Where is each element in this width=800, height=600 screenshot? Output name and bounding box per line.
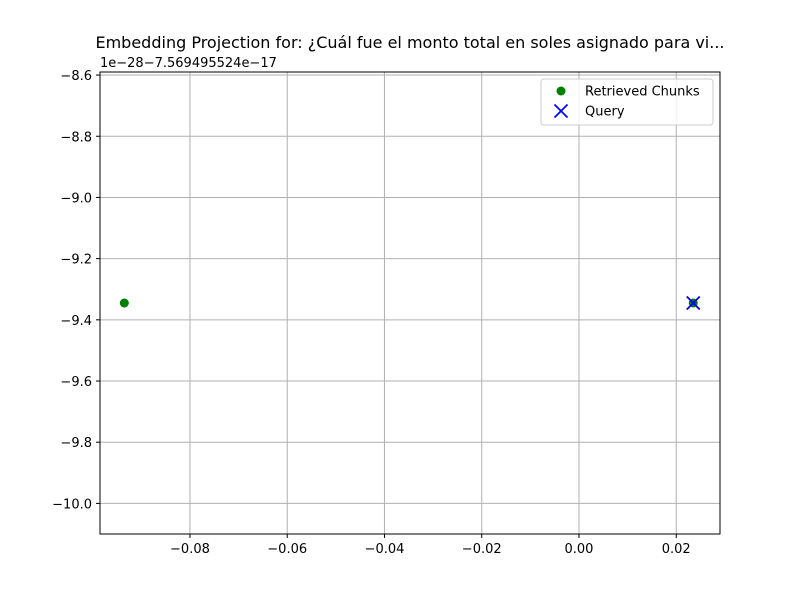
grid — [100, 72, 720, 534]
y-tick-label: −8.6 — [60, 69, 92, 84]
y-tick-label: −8.8 — [60, 130, 92, 145]
x-tick-label: −0.06 — [267, 542, 307, 557]
axis-ticks: −0.08 −0.06 −0.04 −0.02 0.00 0.02 −8.6 −8.8 −9.0… — [52, 69, 691, 557]
y-tick-label: −9.0 — [60, 191, 92, 206]
legend-label: Query — [585, 105, 625, 120]
y-tick-label: −9.2 — [60, 253, 92, 268]
x-tick-label: −0.04 — [365, 542, 405, 557]
x-tick-label: 0.00 — [565, 542, 594, 557]
legend-box — [540, 78, 714, 126]
plot-frame — [99, 71, 721, 535]
x-tick-label: −0.08 — [170, 542, 210, 557]
legend: Retrieved Chunks Query — [540, 78, 714, 126]
data-points — [119, 295, 701, 311]
legend-label: Retrieved Chunks — [585, 85, 700, 100]
x-tick-label: 0.02 — [662, 542, 691, 557]
legend-marker — [553, 103, 569, 119]
legend-marker — [556, 86, 566, 96]
y-tick-label: −10.0 — [52, 497, 92, 512]
query-point — [686, 295, 701, 311]
y-offset-text: 1e−28−7.569495524e−17 — [100, 56, 277, 71]
y-tick-label: −9.6 — [60, 375, 92, 390]
chart-title: Embedding Projection for: ¿Cuál fue el m… — [95, 33, 724, 52]
x-tick-label: −0.02 — [462, 542, 502, 557]
y-tick-label: −9.4 — [60, 314, 92, 329]
retrieved-chunk-point — [119, 298, 129, 308]
y-tick-label: −9.8 — [60, 436, 92, 451]
